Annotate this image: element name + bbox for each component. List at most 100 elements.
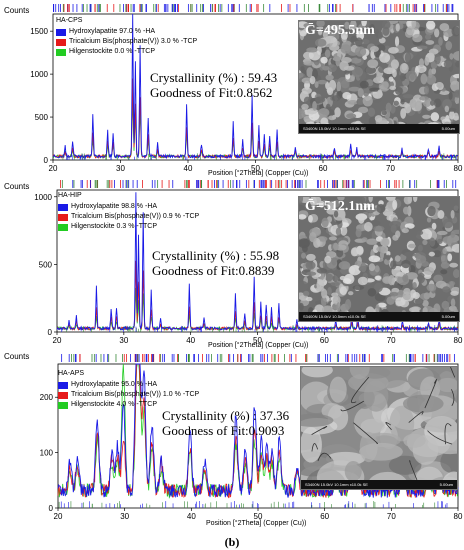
- sem-grain: [412, 292, 420, 300]
- sem-grain: [368, 197, 373, 203]
- sem-grain: [403, 287, 411, 295]
- sem-grain: [309, 232, 317, 243]
- sem-grain: [379, 52, 391, 63]
- sem-grain: [426, 74, 437, 85]
- sem-grain: [430, 100, 435, 106]
- sem-grain: [299, 302, 304, 311]
- sem-crack: [385, 422, 392, 431]
- x-tick-label: 80: [454, 164, 463, 173]
- sem-grain: [445, 40, 453, 51]
- sem-grain: [347, 100, 359, 105]
- reference-pattern-stripe: [61, 354, 455, 362]
- sem-grain: [368, 263, 376, 272]
- sem-grain: [386, 251, 391, 257]
- y-tick-label: 200: [40, 393, 54, 402]
- panel-ha-hip: Counts 0 500 1000 20 30 40 50 60 70 80 HA-HIP Hyd…: [0, 180, 464, 352]
- sem-grain: [354, 197, 366, 204]
- sem-grain: [299, 30, 307, 37]
- legend-swatch: [56, 48, 66, 56]
- sem-grain: [443, 60, 453, 68]
- legend-item-tcp: Tricalcium Bis(phosphate(V)) 0.9 % -TCP: [58, 212, 199, 222]
- sem-splat: [301, 427, 322, 463]
- sem-grain: [452, 268, 459, 279]
- sem-crack: [408, 411, 424, 423]
- sem-grain: [389, 85, 397, 91]
- sem-splat: [349, 367, 370, 380]
- sem-grain: [439, 251, 451, 257]
- sem-grain: [428, 251, 436, 257]
- sample-label: HA-HIP: [58, 192, 82, 199]
- sample-label: HA-APS: [58, 370, 85, 377]
- sem-grain: [410, 306, 421, 312]
- sem-grain: [399, 73, 406, 82]
- sem-grain: [337, 197, 345, 201]
- sem-grain: [358, 24, 364, 31]
- sem-scale-bar: 5.00um: [441, 314, 455, 319]
- sem-grain: [381, 110, 387, 116]
- legend-tag: -TCP: [180, 38, 198, 45]
- legend: Hydroxylapatite 97.0 % -HA Tricalcium Bis…: [56, 27, 197, 57]
- legend-tag: -TCP: [182, 213, 200, 220]
- sem-splat: [359, 442, 403, 461]
- sem-grain: [307, 215, 313, 223]
- sem-grain: [366, 238, 378, 245]
- sem-grain: [314, 81, 319, 89]
- x-tick-label: 80: [454, 512, 463, 521]
- sem-grain: [374, 282, 383, 293]
- sem-grain: [424, 56, 430, 66]
- series-line-tcp: [57, 260, 459, 332]
- legend-swatch: [58, 223, 68, 231]
- sem-grain: [385, 102, 392, 113]
- sem-grain: [344, 21, 350, 30]
- sem-grain: [325, 81, 330, 90]
- sem-grain: [299, 197, 304, 204]
- x-tick-label: 60: [320, 512, 329, 521]
- legend-item-tcp: Tricalcium Bis(phosphate(V)) 3.0 % -TCP: [56, 37, 197, 47]
- sem-grain: [453, 73, 459, 79]
- sem-grain: [345, 299, 352, 310]
- sem-info-strip: [299, 312, 459, 321]
- legend-tag: -TTCP: [136, 223, 158, 230]
- sem-splat: [402, 394, 444, 413]
- sem-info-bar: S3400N 15.0kV 10.5mm x10.0k SE: [303, 314, 366, 319]
- sem-grain: [299, 238, 310, 249]
- sem-grain: [404, 223, 415, 229]
- sem-grain: [359, 80, 369, 89]
- sem-grain: [425, 40, 435, 45]
- sem-grain: [324, 27, 332, 32]
- sem-grain: [435, 280, 447, 289]
- sem-grain: [317, 79, 327, 85]
- sem-grain: [439, 23, 450, 32]
- legend-swatch: [56, 28, 66, 36]
- sem-grain: [318, 29, 323, 35]
- sem-grain: [306, 67, 314, 78]
- sem-grain: [362, 95, 373, 107]
- sem-splat: [329, 376, 347, 403]
- sem-grain: [420, 228, 433, 240]
- sem-grain: [424, 274, 432, 280]
- sem-grain: [411, 21, 417, 29]
- sem-grain: [328, 236, 337, 241]
- sem-grain: [389, 291, 399, 297]
- sem-grain: [408, 265, 416, 274]
- sem-grain: [332, 274, 339, 283]
- sem-crack: [340, 400, 365, 412]
- sem-grain: [327, 287, 332, 296]
- sem-grain: [301, 103, 309, 110]
- x-tick-label: 50: [251, 164, 260, 173]
- sem-grain: [442, 236, 455, 245]
- legend-swatch: [58, 213, 68, 221]
- sem-crack: [317, 452, 332, 462]
- sem-grain: [431, 67, 437, 75]
- sem-grain: [400, 98, 405, 105]
- sem-micrograph: [301, 367, 457, 489]
- sem-grain: [450, 290, 459, 296]
- sem-grain: [340, 44, 352, 54]
- sem-grain: [334, 107, 341, 118]
- y-tick-label: 1000: [30, 70, 48, 79]
- sem-crack: [311, 443, 318, 452]
- y-tick-label: 1500: [30, 27, 48, 36]
- sem-grain: [449, 53, 454, 60]
- sem-splat: [360, 418, 385, 434]
- sem-grain: [357, 106, 369, 114]
